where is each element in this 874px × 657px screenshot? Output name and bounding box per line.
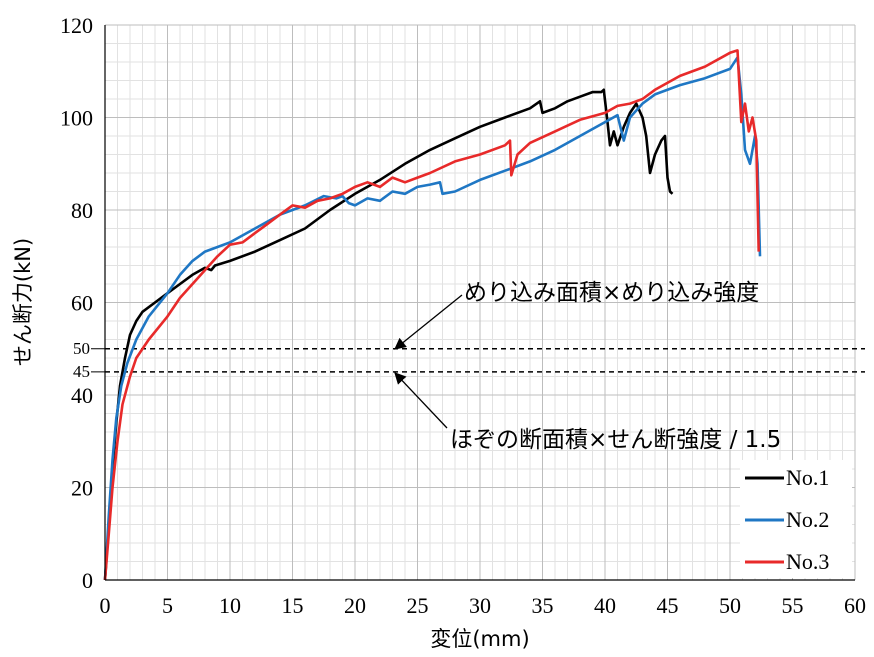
annotation-arrow-upper — [394, 294, 463, 350]
y-tick-label: 100 — [60, 106, 93, 131]
reference-lines — [91, 348, 865, 373]
series-line-No3 — [103, 49, 760, 581]
x-tick-label: 50 — [719, 593, 741, 618]
legend-label-No3: No.3 — [786, 549, 829, 574]
y-tick-label: 0 — [82, 568, 93, 593]
major-grid — [105, 24, 856, 580]
x-tick-label: 15 — [282, 593, 304, 618]
x-tick-label: 45 — [657, 593, 679, 618]
reference-label-45: 45 — [73, 362, 90, 381]
annotation-bearing-strength: めり込み面積×めり込み強度 — [464, 280, 759, 306]
series-layer — [103, 49, 762, 581]
x-tick-label: 55 — [782, 593, 804, 618]
x-tick-label: 30 — [469, 593, 491, 618]
y-axis-title: せん断力(kN) — [11, 238, 35, 366]
y-tick-label: 40 — [71, 383, 93, 408]
legend-label-No1: No.1 — [786, 465, 829, 490]
x-tick-label: 60 — [844, 593, 866, 618]
x-axis-title: 変位(mm) — [430, 627, 529, 651]
reference-label-50: 50 — [73, 339, 90, 358]
y-tick-label: 20 — [71, 476, 93, 501]
y-tick-labels: 0 20 40 60 80 100 120 — [60, 13, 93, 593]
y-tick-label: 80 — [71, 198, 93, 223]
legend-label-No2: No.2 — [786, 507, 829, 532]
y-tick-label: 120 — [60, 13, 93, 38]
x-tick-label: 20 — [344, 593, 366, 618]
x-tick-label: 25 — [407, 593, 429, 618]
y-tick-label: 60 — [71, 291, 93, 316]
x-tick-label: 40 — [594, 593, 616, 618]
x-tick-label: 5 — [162, 593, 173, 618]
legend: No.1 No.2 No.3 — [740, 460, 852, 578]
x-tick-label: 10 — [219, 593, 241, 618]
x-tick-labels: 0 5 10 15 20 25 30 35 40 45 50 55 60 — [100, 593, 867, 618]
axes — [104, 25, 855, 581]
x-tick-label: 35 — [532, 593, 554, 618]
series-line-No2 — [103, 56, 762, 581]
x-tick-label: 0 — [100, 593, 111, 618]
annotation-arrow-lower — [394, 372, 448, 429]
annotation-shear-strength: ほぞの断面積×せん断強度 / 1.5 — [450, 427, 781, 453]
